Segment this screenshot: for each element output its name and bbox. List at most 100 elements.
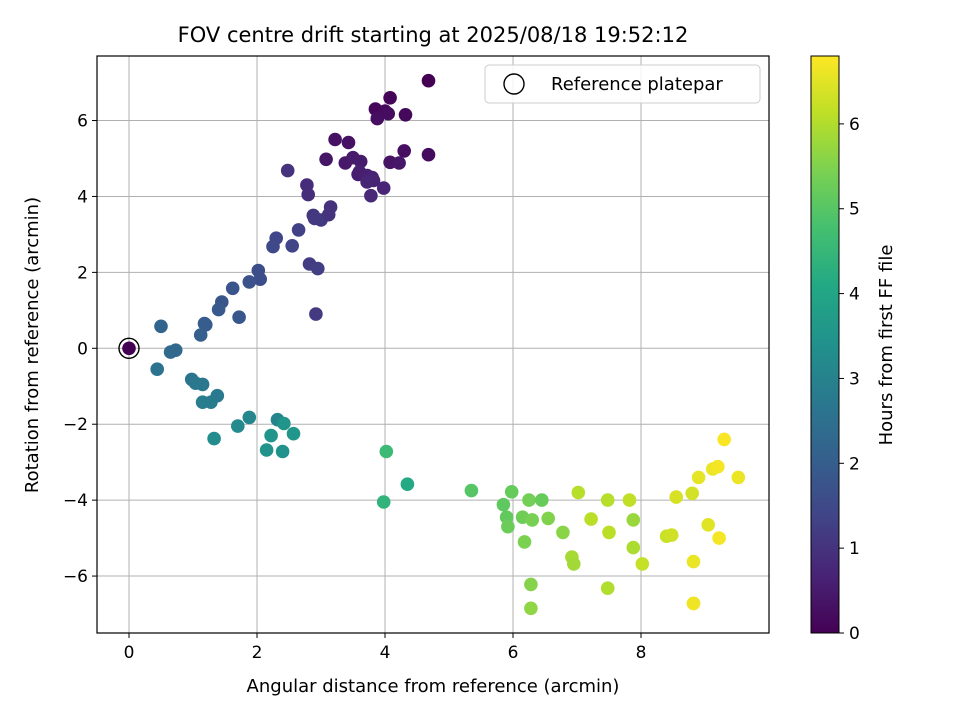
scatter-point	[232, 310, 246, 325]
scatter-point	[397, 144, 412, 158]
y-tick-label: 4	[77, 187, 88, 207]
scatter-point	[541, 511, 555, 526]
colorbar-tick-label: 4	[849, 285, 860, 305]
scatter-point	[242, 410, 257, 425]
scatter-point	[571, 485, 586, 500]
scatter-point	[225, 281, 240, 296]
colorbar-tick-label: 1	[849, 539, 860, 559]
scatter-point	[686, 596, 701, 611]
legend-label-reference: Reference platepar	[551, 74, 723, 95]
scatter-point	[504, 485, 519, 499]
scatter-point	[286, 426, 301, 441]
colorbar-tick-label: 6	[849, 115, 860, 135]
scatter-point	[341, 135, 356, 150]
scatter-point	[264, 428, 278, 443]
scatter-point	[291, 223, 306, 237]
y-tick-label: 6	[77, 112, 88, 132]
scatter-point	[154, 319, 168, 334]
scatter-point	[379, 444, 394, 459]
scatter-point	[701, 518, 715, 532]
scatter-point	[360, 175, 374, 189]
scatter-point	[525, 513, 539, 527]
scatter-point	[421, 73, 436, 88]
scatter-point	[353, 154, 368, 169]
scatter-point	[195, 377, 210, 392]
scatter-point	[381, 106, 396, 121]
y-axis-ticks: −6 −4 −2 0 2 4 6	[63, 112, 97, 587]
scatter-point	[496, 497, 511, 512]
legend-marker-reference	[503, 73, 525, 95]
scatter-point	[626, 513, 641, 527]
scatter-point	[150, 362, 164, 377]
scatter-point	[669, 490, 683, 504]
x-axis-label: Angular distance from reference (arcmin)	[247, 676, 620, 697]
scatter-point	[328, 132, 342, 147]
y-tick-label: 0	[77, 339, 88, 359]
scatter-point	[301, 187, 316, 202]
scatter-point	[517, 535, 532, 549]
scatter-point	[524, 577, 538, 592]
scatter-point	[711, 459, 725, 474]
scatter-point	[210, 388, 225, 403]
scatter-point	[277, 416, 291, 431]
scatter-point	[635, 557, 650, 571]
scatter-point	[211, 302, 226, 317]
scatter-point	[626, 540, 641, 555]
scatter-point	[622, 493, 637, 507]
colorbar-tick-label: 2	[849, 454, 860, 474]
scatter-point	[280, 163, 295, 178]
colorbar: 0 1 2 3 4 5 6 Hours from first FF file	[810, 55, 897, 644]
scatter-point	[122, 341, 136, 356]
scatter-point	[259, 443, 274, 457]
scatter-point	[370, 111, 385, 126]
scatter-point	[231, 419, 245, 433]
x-tick-label: 6	[508, 643, 519, 663]
scatter-point	[691, 470, 706, 485]
scatter-point	[242, 275, 257, 289]
scatter-point	[421, 147, 436, 162]
scatter-point	[376, 495, 391, 509]
scatter-point	[319, 152, 333, 167]
scatter-point	[311, 261, 325, 276]
x-tick-label: 4	[380, 643, 391, 663]
scatter-point	[309, 307, 323, 321]
colorbar-tick-label: 5	[849, 200, 860, 220]
x-tick-label: 0	[124, 643, 135, 663]
scatter-point	[686, 554, 701, 569]
reference-marker	[118, 337, 140, 359]
scatter-point	[602, 525, 616, 540]
colorbar-label: Hours from first FF file	[876, 245, 897, 446]
colorbar-tick-label: 3	[849, 369, 860, 389]
scatter-point	[535, 493, 549, 507]
y-tick-label: −2	[63, 415, 88, 435]
scatter-point	[664, 528, 679, 542]
scatter-point	[376, 181, 391, 195]
scatter-point	[712, 531, 726, 545]
scatter-point	[524, 601, 538, 616]
scatter-point	[275, 444, 290, 459]
reference-marker-layer	[118, 337, 140, 359]
legend: Reference platepar	[484, 64, 761, 104]
scatter-point	[501, 519, 515, 534]
scatter-point	[266, 239, 280, 254]
scatter-point	[464, 483, 479, 498]
y-tick-label: 2	[77, 263, 88, 283]
x-axis-ticks: 0 2 4 6 8	[124, 633, 647, 663]
scatter-point	[383, 91, 397, 105]
grid-lines	[97, 56, 769, 633]
scatter-point	[556, 525, 570, 540]
x-tick-label: 8	[636, 643, 647, 663]
scatter-point	[285, 239, 300, 253]
scatter-point	[567, 557, 581, 571]
scatter-point	[522, 493, 536, 507]
y-tick-label: −4	[63, 491, 88, 511]
scatter-point	[364, 188, 378, 203]
data-points	[122, 73, 746, 616]
plot-frame	[96, 55, 770, 634]
colorbar-ticks: 0 1 2 3 4 5 6	[839, 115, 860, 644]
scatter-point	[584, 512, 598, 526]
scatter-point	[321, 207, 336, 222]
y-tick-label: −6	[63, 567, 88, 587]
scatter-point	[600, 581, 615, 595]
